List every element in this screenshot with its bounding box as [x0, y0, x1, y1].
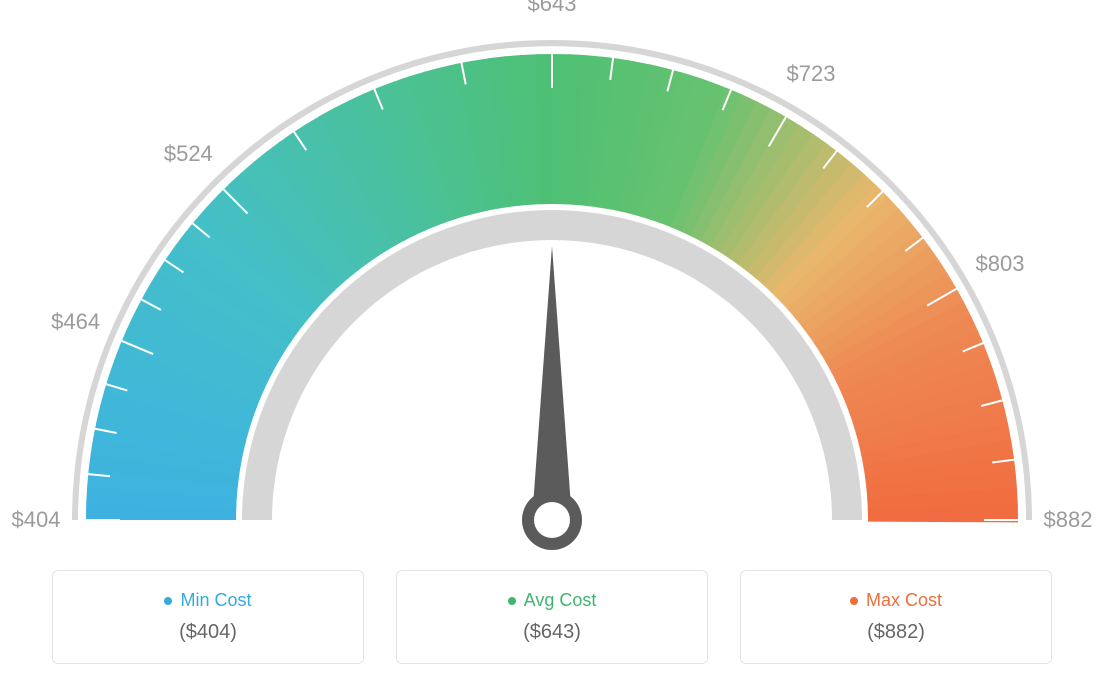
- legend-min-label: Min Cost: [180, 590, 251, 611]
- legend-row: Min Cost ($404) Avg Cost ($643) Max Cost…: [0, 570, 1104, 664]
- legend-min-label-row: Min Cost: [164, 590, 251, 611]
- gauge-tick-label: $404: [12, 507, 61, 533]
- legend-max: Max Cost ($882): [740, 570, 1052, 664]
- gauge-tick-label: $524: [164, 141, 213, 167]
- legend-min: Min Cost ($404): [52, 570, 364, 664]
- gauge-tick-label: $723: [786, 61, 835, 87]
- needle-hub-hole: [534, 502, 570, 538]
- legend-avg-dot: [508, 597, 516, 605]
- legend-avg-value: ($643): [523, 621, 581, 644]
- gauge-tick-label: $464: [51, 309, 100, 335]
- gauge-chart-container: Min Cost ($404) Avg Cost ($643) Max Cost…: [0, 0, 1104, 690]
- cost-gauge: [0, 0, 1104, 560]
- needle: [532, 246, 572, 520]
- gauge-tick-label: $803: [976, 251, 1025, 277]
- legend-min-dot: [164, 597, 172, 605]
- gauge-tick-label: $882: [1044, 507, 1093, 533]
- gauge-tick-label: $643: [528, 0, 577, 17]
- legend-max-label-row: Max Cost: [850, 590, 942, 611]
- legend-max-label: Max Cost: [866, 590, 942, 611]
- legend-avg: Avg Cost ($643): [396, 570, 708, 664]
- legend-avg-label-row: Avg Cost: [508, 590, 597, 611]
- legend-min-value: ($404): [179, 621, 237, 644]
- legend-max-dot: [850, 597, 858, 605]
- legend-avg-label: Avg Cost: [524, 590, 597, 611]
- legend-max-value: ($882): [867, 621, 925, 644]
